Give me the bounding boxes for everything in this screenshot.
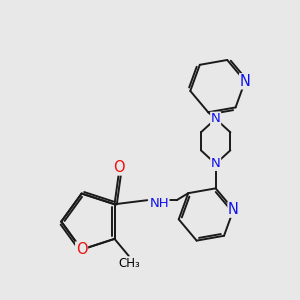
Text: N: N [211,112,220,125]
Text: N: N [211,157,220,170]
Text: NH: NH [149,197,169,210]
Text: N: N [240,74,250,89]
Text: N: N [228,202,239,217]
Text: O: O [76,242,87,257]
Text: CH₃: CH₃ [118,257,140,270]
Text: O: O [113,160,124,175]
